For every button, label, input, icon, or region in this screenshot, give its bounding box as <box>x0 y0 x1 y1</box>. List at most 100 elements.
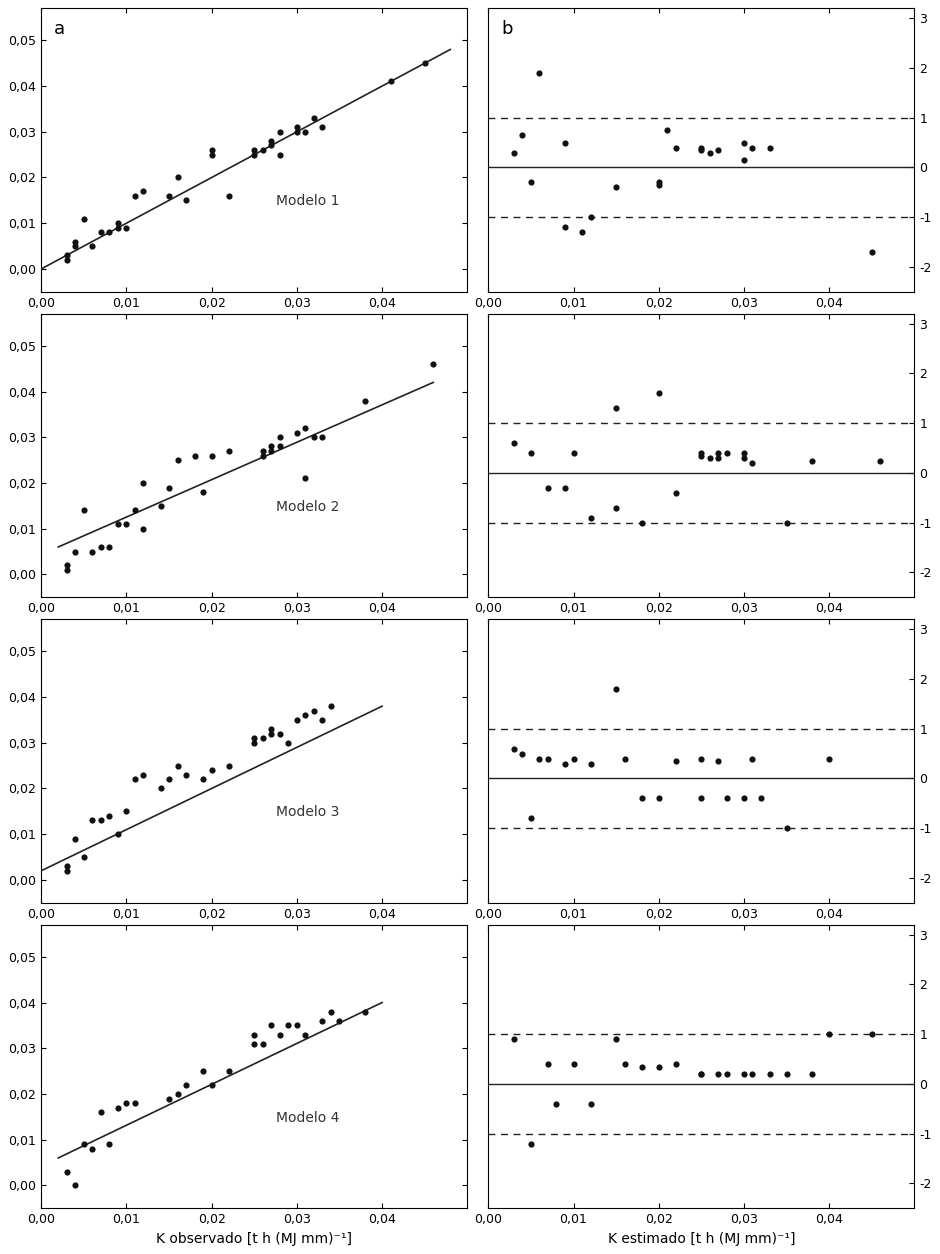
Point <box>608 678 623 698</box>
Point <box>256 140 271 161</box>
Point <box>246 144 261 164</box>
Point <box>583 207 598 227</box>
Point <box>357 1002 372 1022</box>
Point <box>557 754 572 774</box>
Point <box>196 482 211 502</box>
Point <box>196 1061 211 1081</box>
Point <box>246 1025 261 1045</box>
Point <box>204 445 219 465</box>
Point <box>273 122 288 142</box>
Point <box>281 1016 296 1036</box>
Point <box>264 130 279 150</box>
Point <box>264 1016 279 1036</box>
Point <box>110 1097 125 1117</box>
Point <box>805 1063 820 1083</box>
X-axis label: K observado [t h (MJ mm)⁻¹]: K observado [t h (MJ mm)⁻¹] <box>156 1231 352 1245</box>
Point <box>170 1083 185 1104</box>
Point <box>762 138 777 158</box>
Point <box>660 120 675 140</box>
Point <box>736 150 751 171</box>
Point <box>323 696 338 716</box>
Point <box>204 1075 219 1095</box>
Point <box>273 436 288 456</box>
Point <box>694 445 709 465</box>
Point <box>118 514 133 534</box>
Point <box>719 443 734 463</box>
Point <box>736 448 751 468</box>
Point <box>651 384 666 404</box>
Point <box>68 1175 83 1195</box>
Point <box>204 760 219 780</box>
Point <box>59 246 74 266</box>
Point <box>736 789 751 809</box>
Point <box>102 1134 117 1154</box>
Point <box>221 756 236 776</box>
Point <box>608 399 623 419</box>
Point <box>864 242 879 262</box>
Point <box>153 495 168 515</box>
Point <box>702 143 717 163</box>
Point <box>668 138 683 158</box>
Point <box>540 478 556 498</box>
Point <box>315 710 330 730</box>
Point <box>153 779 168 799</box>
Point <box>110 514 125 534</box>
Point <box>85 542 100 562</box>
Point <box>524 1134 539 1154</box>
Point <box>246 729 261 749</box>
Point <box>524 808 539 828</box>
Point <box>162 186 177 206</box>
Point <box>68 542 83 562</box>
Point <box>532 749 547 769</box>
Point <box>298 469 313 489</box>
Point <box>264 135 279 155</box>
Point <box>85 236 100 256</box>
Point <box>822 749 837 769</box>
Point <box>136 473 151 493</box>
Point <box>59 559 74 579</box>
Point <box>332 1011 347 1031</box>
Point <box>873 450 888 470</box>
Point <box>76 1134 91 1154</box>
Text: b: b <box>501 20 512 38</box>
Point <box>540 749 556 769</box>
Point <box>306 701 321 721</box>
Point <box>417 53 432 73</box>
Point <box>76 846 91 867</box>
Point <box>256 441 271 461</box>
Point <box>221 1061 236 1081</box>
Point <box>306 108 321 128</box>
Text: Modelo 3: Modelo 3 <box>275 805 339 819</box>
Point <box>187 445 202 465</box>
Point <box>651 174 666 194</box>
Point <box>736 133 751 153</box>
Point <box>264 441 279 461</box>
Point <box>634 789 650 809</box>
Point <box>59 250 74 270</box>
Point <box>507 433 522 453</box>
Point <box>256 729 271 749</box>
Point <box>608 1030 623 1050</box>
Point <box>618 1055 633 1075</box>
Point <box>204 144 219 164</box>
Point <box>315 117 330 137</box>
Point <box>711 140 726 161</box>
Point <box>170 168 185 188</box>
Point <box>779 1063 794 1083</box>
Point <box>668 483 683 503</box>
Point <box>93 537 108 557</box>
Text: Modelo 2: Modelo 2 <box>275 499 339 514</box>
Point <box>68 232 83 252</box>
Point <box>118 1093 133 1114</box>
Point <box>574 222 589 242</box>
Point <box>110 218 125 238</box>
Point <box>290 1016 305 1036</box>
Point <box>524 172 539 192</box>
Point <box>323 1002 338 1022</box>
Point <box>745 1063 760 1083</box>
Point <box>221 186 236 206</box>
Point <box>59 556 74 576</box>
Point <box>515 744 530 764</box>
Point <box>694 1063 709 1083</box>
Text: a: a <box>54 20 65 38</box>
